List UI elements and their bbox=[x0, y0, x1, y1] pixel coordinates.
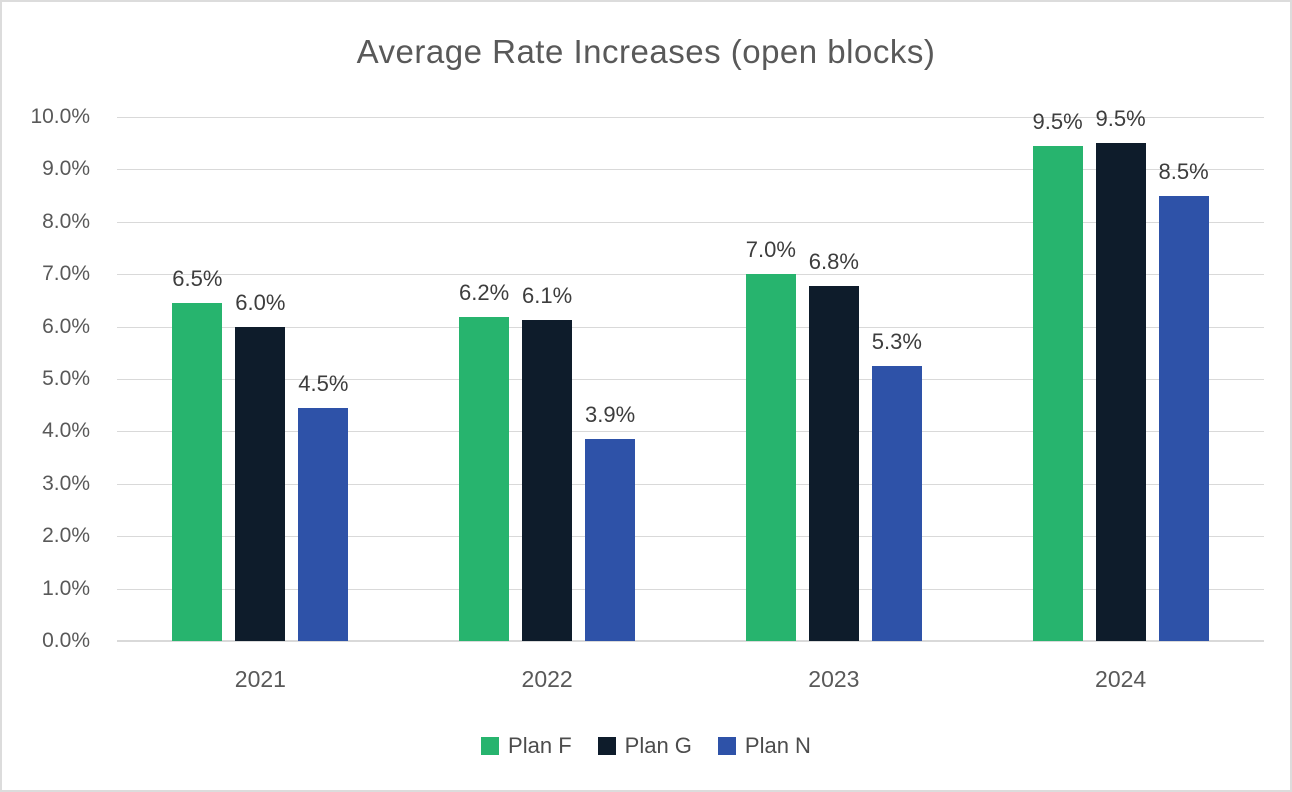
bar-value-label-plan-n-2023: 5.3% bbox=[871, 328, 922, 354]
bar-value-label-plan-f-2022: 6.2% bbox=[459, 280, 510, 306]
bar-plan-g-2023 bbox=[808, 285, 859, 641]
legend-label-plan-n: Plan N bbox=[744, 733, 811, 758]
y-tick-label-9pct: 9.0% bbox=[42, 157, 90, 181]
gridline-4pct bbox=[117, 431, 1264, 433]
bar-plan-n-2024 bbox=[1158, 195, 1209, 641]
y-tick-label-1pct: 1.0% bbox=[42, 576, 90, 600]
legend-label-plan-g: Plan G bbox=[624, 733, 692, 758]
bar-value-label-plan-n-2021: 4.5% bbox=[298, 370, 349, 396]
y-tick-label-10pct: 10.0% bbox=[30, 105, 90, 128]
bar-value-label-plan-g-2022: 6.1% bbox=[522, 283, 573, 309]
y-tick-label-5pct: 5.0% bbox=[42, 367, 90, 390]
gridline-8pct bbox=[117, 221, 1264, 223]
gridline-3pct bbox=[117, 483, 1264, 485]
bar-plan-f-2024 bbox=[1032, 145, 1083, 641]
legend: Plan F Plan G Plan N bbox=[2, 729, 1290, 763]
bar-plan-n-2021 bbox=[298, 407, 349, 641]
legend-item-plan-f: Plan F bbox=[481, 734, 572, 758]
bar-value-label-plan-n-2024: 8.5% bbox=[1158, 158, 1209, 184]
gridline-6pct bbox=[117, 326, 1264, 328]
y-tick-label-0pct: 0.0% bbox=[42, 629, 90, 652]
gridline-5pct bbox=[117, 379, 1264, 380]
gridline-9pct bbox=[117, 169, 1264, 171]
bar-value-label-plan-g-2024: 9.5% bbox=[1095, 106, 1146, 132]
bar-value-label-plan-f-2024: 9.5% bbox=[1032, 108, 1083, 134]
y-tick-label-3pct: 3.0% bbox=[42, 471, 90, 495]
bar-plan-n-2022 bbox=[585, 439, 636, 641]
gridline-7pct bbox=[117, 274, 1264, 276]
bar-value-label-plan-g-2023: 6.8% bbox=[808, 248, 859, 274]
gridline-10pct bbox=[117, 117, 1264, 118]
legend-swatch-plan-n bbox=[717, 737, 736, 755]
bar-plan-g-2021 bbox=[235, 326, 286, 641]
bar-plan-f-2021 bbox=[172, 303, 223, 641]
gridline-0pct bbox=[117, 640, 1264, 642]
gridline-2pct bbox=[117, 536, 1264, 538]
y-tick-label-6pct: 6.0% bbox=[42, 314, 90, 338]
bar-plan-n-2023 bbox=[871, 365, 922, 641]
y-tick-label-7pct: 7.0% bbox=[42, 262, 90, 286]
bar-plan-f-2023 bbox=[745, 274, 796, 641]
bar-value-label-plan-g-2021: 6.0% bbox=[235, 289, 286, 315]
bar-plan-f-2022 bbox=[459, 317, 510, 641]
x-tick-label-2023: 2023 bbox=[808, 666, 860, 692]
legend-swatch-plan-g bbox=[597, 737, 616, 755]
x-tick-label-2022: 2022 bbox=[521, 666, 573, 692]
y-tick-label-4pct: 4.0% bbox=[42, 419, 90, 443]
legend-swatch-plan-f bbox=[481, 737, 500, 755]
gridline-1pct bbox=[117, 588, 1264, 590]
bar-plan-g-2022 bbox=[522, 320, 573, 641]
bar-value-label-plan-n-2022: 3.9% bbox=[585, 402, 636, 428]
legend-item-plan-n: Plan N bbox=[717, 733, 811, 758]
x-tick-label-2024: 2024 bbox=[1095, 666, 1147, 692]
legend-label-plan-f: Plan F bbox=[508, 733, 572, 758]
bar-value-label-plan-f-2023: 7.0% bbox=[745, 237, 796, 263]
y-tick-label-8pct: 8.0% bbox=[42, 209, 90, 233]
x-tick-label-2021: 2021 bbox=[234, 666, 286, 692]
legend-item-plan-g: Plan G bbox=[597, 733, 692, 758]
chart-title: Average Rate Increases (open blocks) bbox=[356, 33, 936, 70]
bar-value-label-plan-f-2021: 6.5% bbox=[172, 266, 223, 292]
y-tick-label-2pct: 2.0% bbox=[42, 524, 90, 548]
bar-plan-g-2024 bbox=[1095, 143, 1146, 641]
